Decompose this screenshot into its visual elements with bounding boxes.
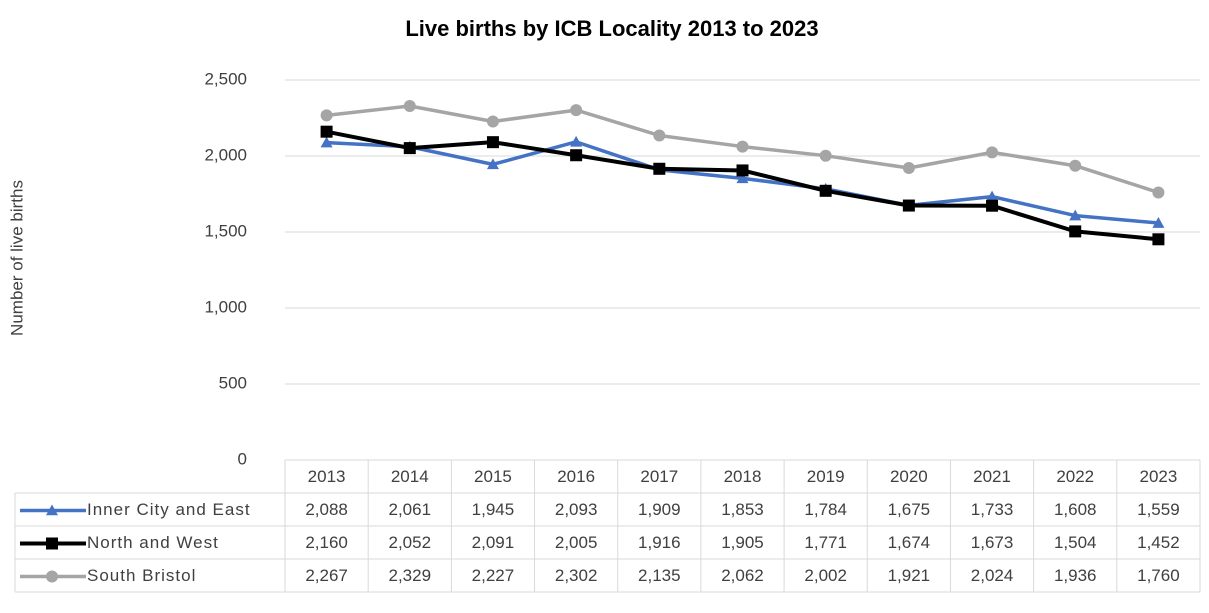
x-tick-label: 2016 — [557, 467, 595, 486]
marker — [570, 149, 583, 162]
marker — [1069, 159, 1082, 172]
marker — [653, 162, 666, 175]
table-cell: 2,002 — [804, 566, 847, 585]
y-tick-label: 1,500 — [204, 221, 247, 240]
marker — [486, 115, 499, 128]
x-tick-label: 2015 — [474, 467, 512, 486]
y-tick-label: 2,000 — [204, 145, 247, 164]
marker — [902, 162, 915, 175]
table-cell: 2,024 — [971, 566, 1014, 585]
y-tick-label: 0 — [238, 449, 247, 468]
x-tick-label: 2020 — [890, 467, 928, 486]
marker — [902, 199, 915, 212]
table-cell: 1,673 — [971, 533, 1014, 552]
marker — [1152, 217, 1165, 228]
marker — [46, 504, 58, 516]
x-tick-label: 2023 — [1139, 467, 1177, 486]
marker — [736, 172, 749, 184]
x-tick-label: 2021 — [973, 467, 1011, 486]
marker — [46, 537, 58, 550]
legend-label: North and West — [87, 533, 219, 552]
chart-title: Live births by ICB Locality 2013 to 2023 — [405, 16, 818, 41]
marker — [320, 109, 333, 122]
legend-label: Inner City and East — [87, 500, 251, 519]
marker — [653, 129, 666, 142]
table-cell: 2,062 — [721, 566, 764, 585]
table-cell: 2,160 — [305, 533, 348, 552]
table-cell: 1,916 — [638, 533, 681, 552]
marker — [819, 184, 832, 197]
marker — [1152, 186, 1165, 199]
table-cell: 1,909 — [638, 500, 681, 519]
table-cell: 1,771 — [804, 533, 847, 552]
marker — [986, 190, 999, 202]
marker — [46, 570, 58, 583]
table-cell: 2,135 — [638, 566, 681, 585]
x-tick-label: 2014 — [391, 467, 429, 486]
marker — [570, 104, 583, 117]
marker — [819, 149, 832, 162]
y-tick-label: 2,500 — [204, 69, 247, 88]
marker — [320, 136, 333, 148]
marker — [986, 146, 999, 159]
table-cell: 1,945 — [472, 500, 515, 519]
marker — [1152, 233, 1165, 246]
marker — [736, 140, 749, 153]
table-cell: 2,061 — [388, 500, 431, 519]
table-cell: 1,853 — [721, 500, 764, 519]
table-cell: 1,760 — [1137, 566, 1180, 585]
x-tick-label: 2017 — [640, 467, 678, 486]
x-tick-label: 2019 — [807, 467, 845, 486]
table-cell: 1,675 — [888, 500, 931, 519]
table-cell: 2,302 — [555, 566, 598, 585]
table-cell: 1,674 — [888, 533, 931, 552]
table-cell: 2,091 — [472, 533, 515, 552]
table-cell: 1,784 — [804, 500, 847, 519]
marker — [403, 142, 416, 155]
y-tick-label: 500 — [219, 373, 247, 392]
table-cell: 2,088 — [305, 500, 348, 519]
table-cell: 1,936 — [1054, 566, 1097, 585]
table-cell: 2,267 — [305, 566, 348, 585]
table-cell: 1,608 — [1054, 500, 1097, 519]
y-tick-label: 1,000 — [204, 297, 247, 316]
x-tick-label: 2013 — [308, 467, 346, 486]
table-cell: 1,504 — [1054, 533, 1097, 552]
table-cell: 1,559 — [1137, 500, 1180, 519]
marker — [320, 125, 333, 138]
marker — [1069, 225, 1082, 238]
marker — [1069, 209, 1082, 221]
marker — [486, 136, 499, 149]
legend-label: South Bristol — [87, 566, 196, 585]
table-cell: 2,329 — [388, 566, 431, 585]
table-cell: 1,921 — [888, 566, 931, 585]
marker — [736, 164, 749, 177]
table-cell: 2,093 — [555, 500, 598, 519]
y-axis-title: Number of live births — [7, 180, 26, 336]
table-cell: 1,905 — [721, 533, 764, 552]
marker — [570, 135, 583, 147]
table-cell: 2,052 — [388, 533, 431, 552]
table-cell: 2,005 — [555, 533, 598, 552]
marker — [486, 158, 499, 170]
table-cell: 2,227 — [472, 566, 515, 585]
table-cell: 1,452 — [1137, 533, 1180, 552]
x-tick-label: 2018 — [724, 467, 762, 486]
marker — [403, 99, 416, 112]
marker — [986, 199, 999, 212]
table-cell: 1,733 — [971, 500, 1014, 519]
x-tick-label: 2022 — [1056, 467, 1094, 486]
